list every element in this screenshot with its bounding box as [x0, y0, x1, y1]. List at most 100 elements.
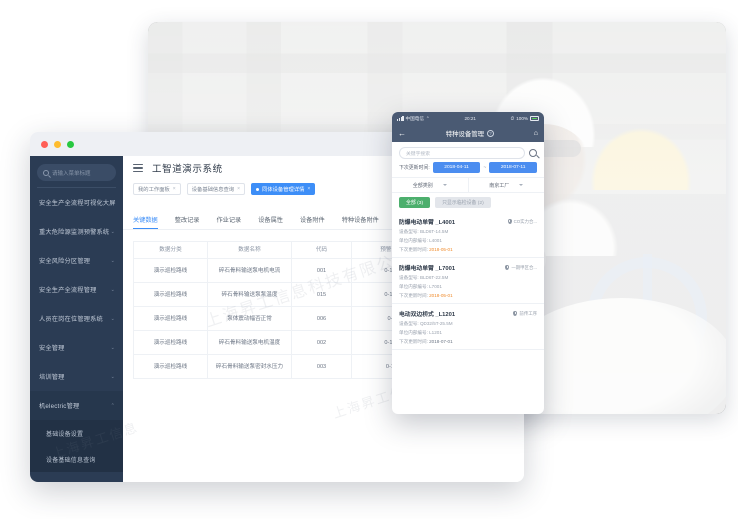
- date-filter-label: 下次更新时间:: [399, 166, 430, 171]
- question-icon[interactable]: ?: [487, 130, 495, 137]
- device-model-label: 设备型号:: [399, 275, 419, 280]
- tab-key-data[interactable]: 关键数据: [133, 215, 158, 229]
- carrier-label: 中国电信: [405, 115, 424, 121]
- close-icon[interactable]: [41, 140, 48, 148]
- sidebar-search-placeholder: 请输入菜单标题: [52, 170, 91, 177]
- sidebar-item-machinery[interactable]: 机electric管理 ⌃: [30, 391, 123, 420]
- arrow-left-icon[interactable]: ←: [398, 129, 406, 138]
- device-model-value: BLD6T-22.5M: [419, 275, 449, 280]
- device-due-value: 2018-05-01: [429, 247, 453, 252]
- location-pin-icon: [513, 311, 518, 316]
- search-icon: [43, 169, 49, 176]
- cell-name: 碎石骨料输送泵电机温度: [207, 330, 292, 356]
- tab-operations[interactable]: 作业记录: [216, 217, 242, 224]
- mobile-device-list: 防爆电动单臂 _L4001 CO实力合... 设备型号: BLD6T-14.5M…: [392, 212, 544, 350]
- list-item[interactable]: 防爆电动单臂 _L7001 一期甲区合... 设备型号: BLD6T-22.5M…: [392, 258, 544, 304]
- location-pin-icon: [507, 219, 512, 224]
- sidebar-item-label: 重大危险源监测预警系统: [39, 229, 110, 236]
- tab-chip-device-detail[interactable]: 同体设备管理详情 ×: [251, 183, 316, 195]
- device-due-value: 2018-07-01: [429, 339, 453, 344]
- select-factory[interactable]: 南京工厂: [467, 178, 545, 192]
- device-code-value: L7001: [429, 284, 442, 289]
- sidebar-item-bigscreen[interactable]: 安全生产全流程可视化大屏: [30, 188, 123, 217]
- cell-code: 001: [291, 258, 352, 284]
- maximize-icon[interactable]: [67, 140, 74, 148]
- mobile-page-title: 特种设备管理: [445, 131, 485, 138]
- sidebar-item-personnel[interactable]: 人员在岗在位管理系统 ⌄: [30, 304, 123, 333]
- device-name: 电动双边桥式 _L1201: [399, 312, 456, 318]
- sidebar-item-production-process[interactable]: 安全生产全流程管理 ⌄: [30, 275, 123, 304]
- cell-category: 演示巡检路线: [133, 354, 208, 380]
- tab-chip-workbench[interactable]: 我的工作面板 ×: [133, 183, 181, 195]
- mobile-date-filter: 下次更新时间: 2018-04-11 ~ 2018-07-11: [392, 162, 544, 177]
- content-header: 工智道演示系统: [123, 156, 524, 180]
- device-due-value: 2018-05-01: [429, 293, 453, 298]
- device-location-label: CO实力合...: [513, 218, 537, 224]
- list-item[interactable]: 电动双边桥式 _L1201 前传工序 设备型号: QD32/5T-25.5M 单…: [392, 304, 544, 350]
- tab-device-attachments[interactable]: 设备附件: [300, 217, 325, 224]
- device-code-row: 单位内部编号: L4001: [399, 238, 537, 244]
- tab-chip-label: 我的工作面板: [138, 187, 170, 193]
- device-code-row: 单位内部编号: L7001: [399, 284, 537, 290]
- minimize-icon[interactable]: [54, 140, 61, 148]
- tab-chip-device-query[interactable]: 设备基础信息查询 ×: [186, 183, 246, 195]
- close-icon[interactable]: ×: [237, 186, 241, 192]
- search-icon[interactable]: [529, 149, 537, 157]
- home-icon[interactable]: ⌂: [533, 130, 538, 137]
- tab-special-attachments[interactable]: 特种设备附件: [341, 217, 379, 224]
- sidebar-item-label: 人员在岗在位管理系统: [39, 316, 103, 323]
- date-from-field[interactable]: 2018-04-11: [432, 162, 481, 173]
- sidebar-item-label: 基础设备设置: [46, 431, 84, 438]
- mobile-search-placeholder: 关键字搜索: [406, 151, 430, 157]
- close-icon[interactable]: ×: [172, 186, 176, 192]
- tab-rectification[interactable]: 整改记录: [174, 217, 200, 224]
- sidebar-item-label: 设备基础信息查询: [46, 457, 96, 464]
- filter-pill-all[interactable]: 全部 (3): [399, 197, 431, 208]
- chevron-down-icon: ⌄: [110, 228, 115, 235]
- sidebar-item-label: 机electric管理: [39, 403, 80, 410]
- date-to-field[interactable]: 2018-07-11: [489, 162, 537, 173]
- select-category[interactable]: 全部类别: [392, 178, 468, 192]
- cell-code: 006: [291, 306, 352, 332]
- cell-category: 演示巡检路线: [133, 306, 208, 332]
- sidebar-divider: [37, 187, 116, 188]
- date-separator: ~: [483, 164, 487, 171]
- device-name: 防爆电动单臂 _L4001: [399, 220, 456, 226]
- device-model-label: 设备型号:: [399, 321, 419, 326]
- device-due-row: 下次更新时间: 2018-05-01: [399, 293, 537, 299]
- sidebar: 请输入菜单标题 安全生产全流程可视化大屏 重大危险源监测预警系统 ⌄ 安全风险分…: [30, 156, 123, 482]
- column-header-category: 数据分类: [133, 240, 208, 260]
- list-item[interactable]: 防爆电动单臂 _L4001 CO实力合... 设备型号: BLD6T-14.5M…: [392, 212, 544, 258]
- device-name: 防爆电动单臂 _L7001: [399, 266, 456, 272]
- sidebar-item-label: 安全生产全流程可视化大屏: [39, 200, 116, 207]
- filter-pill-due-only[interactable]: 只显示临检设备 (2): [435, 197, 491, 208]
- sidebar-item-smart-inspection[interactable]: 智能巡检 ⌄: [30, 472, 123, 482]
- column-header-code: 代码: [291, 240, 352, 260]
- device-code-label: 单位内部编号:: [399, 238, 428, 243]
- sidebar-search-input[interactable]: 请输入菜单标题: [37, 164, 116, 181]
- chevron-down-icon: ⌄: [110, 373, 115, 380]
- chevron-down-icon: ⌄: [110, 344, 115, 351]
- device-location: CO实力合...: [507, 218, 537, 225]
- sidebar-subitem-device-query[interactable]: 设备基础信息查询: [30, 446, 123, 472]
- device-model-label: 设备型号:: [399, 229, 419, 234]
- wifi-icon: ⌃: [425, 115, 430, 121]
- close-icon[interactable]: ×: [307, 186, 311, 192]
- mobile-status-bar: 中国电信 ⌃ 20:21 ⏱ 100%: [392, 112, 544, 125]
- tab-device-attrs[interactable]: 设备属性: [258, 217, 283, 224]
- sidebar-item-training[interactable]: 培训管理 ⌄: [30, 362, 123, 391]
- mobile-app-panel: 中国电信 ⌃ 20:21 ⏱ 100% ← 特种设备管理 ? ⌂ 关键字搜索: [392, 112, 544, 414]
- sidebar-item-risk-zone[interactable]: 安全风险分区管理 ⌄: [30, 246, 123, 275]
- device-model-value: QD32/5T-25.5M: [419, 321, 453, 326]
- sidebar-item-safety-mgmt[interactable]: 安全管理 ⌄: [30, 333, 123, 362]
- cell-name: 泵体震动幅否正常: [207, 306, 292, 332]
- hamburger-icon[interactable]: [133, 163, 143, 173]
- sidebar-subitem-device-setup[interactable]: 基础设备设置: [30, 420, 123, 446]
- signal-icon: [397, 116, 404, 121]
- sidebar-item-hazard-monitor[interactable]: 重大危险源监测预警系统 ⌄: [30, 217, 123, 246]
- open-tabs-bar: 我的工作面板 × 设备基础信息查询 × 同体设备管理详情 ×: [123, 180, 524, 195]
- device-code-value: L1201: [429, 330, 442, 335]
- mobile-search-input[interactable]: 关键字搜索: [399, 147, 525, 159]
- content-tabs: 关键数据 整改记录 作业记录 设备属性 设备附件 特种设备附件: [123, 195, 524, 230]
